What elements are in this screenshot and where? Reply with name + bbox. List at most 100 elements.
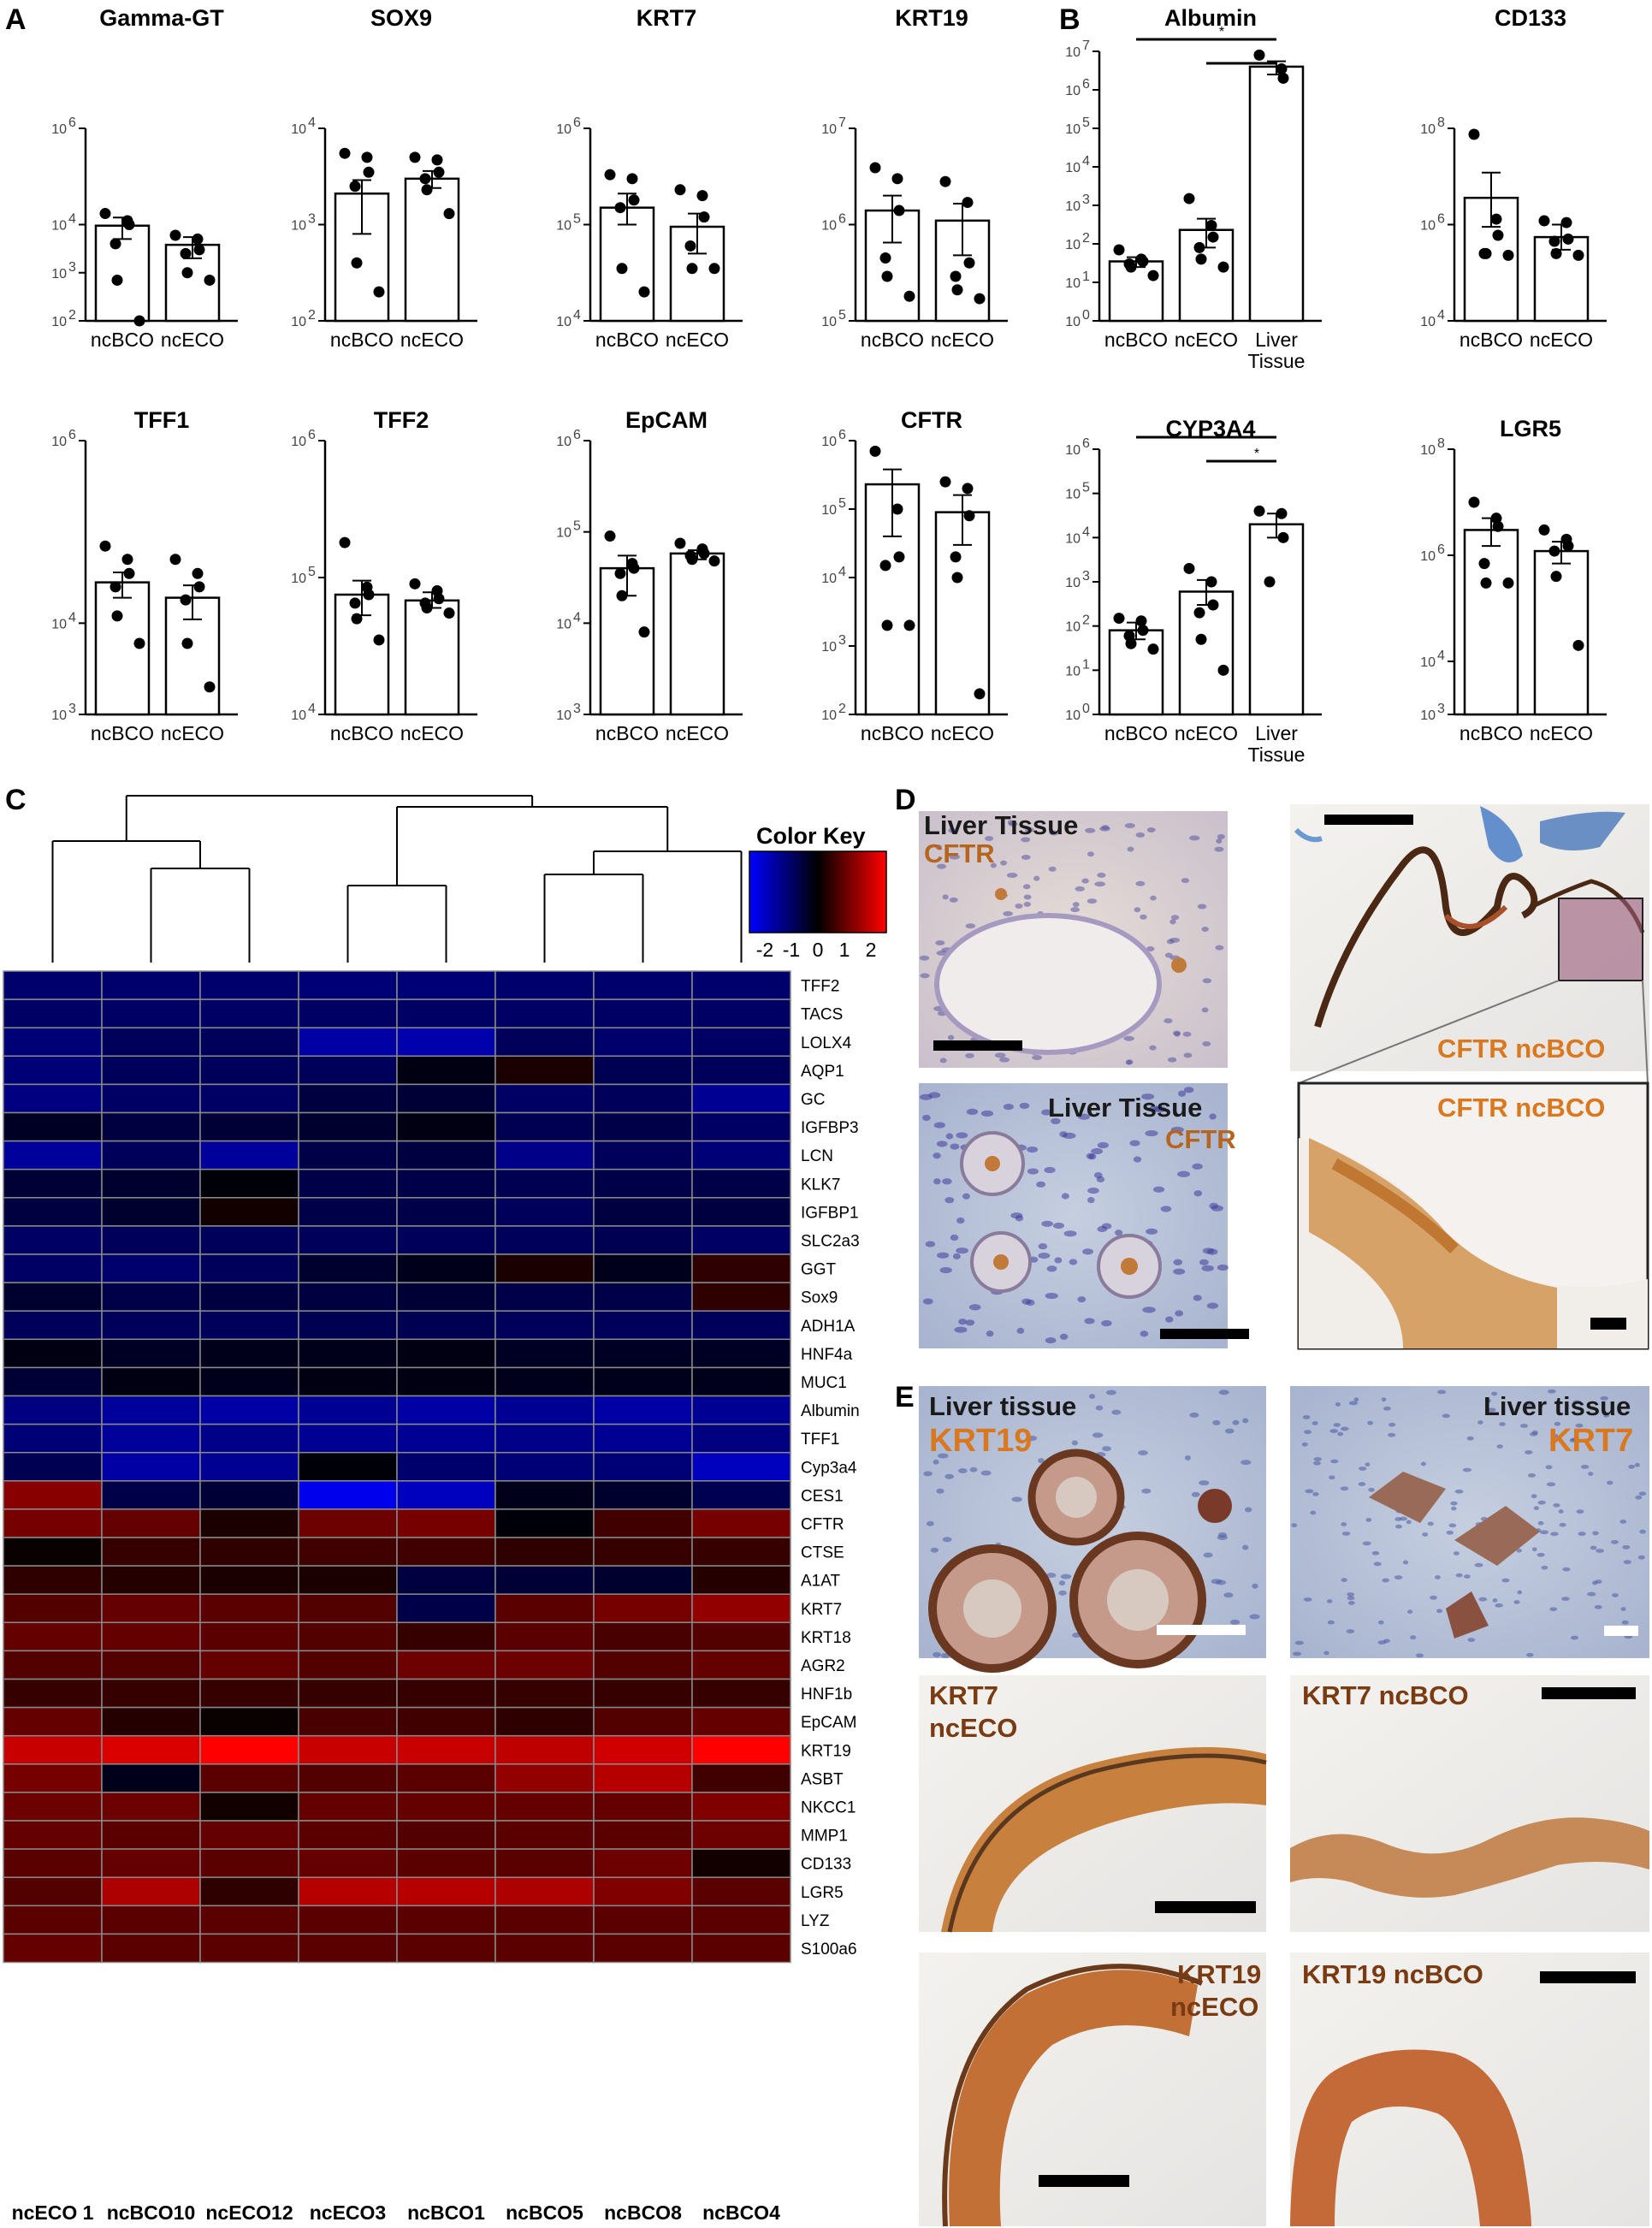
data-point (1490, 213, 1502, 225)
x-tick-label: ncECO (1175, 722, 1238, 744)
cell-nucleus (1216, 838, 1223, 844)
cell-nucleus (1229, 1619, 1240, 1625)
heatmap-row-label: TFF1 (801, 1431, 839, 1449)
cell-nucleus (1182, 1031, 1192, 1037)
cell-nucleus (1201, 926, 1209, 932)
y-tick-label: 10 (1065, 122, 1081, 137)
cell-nucleus (1099, 826, 1110, 832)
heatmap-row-label: TACS (801, 1006, 843, 1024)
x-tick-label: ncBCO (595, 329, 659, 351)
color-key-gradient-step (813, 851, 815, 933)
color-key-gradient-step (751, 851, 754, 933)
micrograph-label: KRT7 (1548, 1423, 1633, 1459)
heatmap-cell (396, 1706, 496, 1737)
cell-nucleus (1041, 1220, 1053, 1227)
heatmap-cell (396, 1282, 496, 1312)
cell-nucleus (1054, 1257, 1063, 1264)
heatmap-cell (593, 1055, 693, 1086)
cell-nucleus (1531, 1547, 1537, 1552)
cell-nucleus (926, 1520, 934, 1526)
cell-nucleus (969, 1467, 978, 1472)
chart-title: KRT19 (895, 5, 968, 31)
data-point (1480, 247, 1492, 259)
cell-nucleus (980, 1470, 992, 1476)
heatmap-cell (593, 1678, 693, 1709)
heatmap-cell (199, 1480, 299, 1510)
cell-nucleus (1094, 881, 1105, 887)
heatmap-cell (691, 1565, 791, 1595)
chart-title: Gamma-GT (99, 5, 224, 31)
y-tick-exponent: 3 (68, 260, 76, 275)
color-key-gradient-step (861, 851, 863, 933)
heatmap-cell (593, 1876, 693, 1907)
cell-nucleus (1173, 1268, 1186, 1275)
data-point (1548, 545, 1560, 557)
heatmap-cell (3, 1168, 103, 1199)
data-point (181, 267, 193, 279)
data-point (686, 554, 698, 566)
heatmap-column-label: ncBCO8 (604, 2201, 682, 2224)
color-key-gradient-step (785, 851, 788, 933)
heatmap-cell (101, 1848, 201, 1878)
cell-nucleus (949, 897, 958, 903)
data-point (133, 315, 145, 327)
heatmap-cell (199, 970, 299, 1000)
color-key-gradient-step (749, 851, 752, 933)
cell-nucleus (1242, 1418, 1249, 1424)
cell-nucleus (1312, 1491, 1319, 1496)
data-point (99, 540, 111, 552)
heatmap-cell (494, 1905, 595, 1935)
data-point (1195, 633, 1207, 645)
heatmap-cell (199, 1763, 299, 1793)
cell-nucleus (945, 1133, 954, 1140)
cell-nucleus (1333, 1423, 1341, 1427)
cell-nucleus (1092, 1432, 1104, 1438)
data-point (974, 688, 986, 700)
cell-nucleus (1462, 1467, 1472, 1472)
data-point (421, 601, 433, 613)
color-key-gradient-step (825, 851, 827, 933)
heatmap-cell (101, 1423, 201, 1454)
color-key-gradient-step (773, 851, 776, 933)
heatmap-cell (298, 1225, 398, 1255)
heatmap-cell (494, 1876, 595, 1907)
y-tick-exponent: 4 (1082, 154, 1090, 169)
data-point (1276, 63, 1288, 75)
heatmap-cell (593, 1565, 693, 1595)
cell-nucleus (1622, 1544, 1631, 1550)
cell-nucleus (1087, 1197, 1095, 1204)
y-tick-exponent: 3 (1082, 569, 1090, 584)
x-tick-label: ncECO (1175, 329, 1238, 351)
data-point (708, 555, 720, 567)
micrograph-label: ncECO (929, 1713, 1017, 1743)
expression-heatmap: TFF2 TACS LOLX4 AQP1 GC IGFBP3 LCN KLK7 IGFBP1 SL… (3, 970, 860, 2224)
heatmap-cell (494, 1792, 595, 1822)
color-key-title: Color Key (756, 823, 866, 849)
cell-nucleus (1214, 846, 1224, 852)
y-tick-label: 10 (1065, 238, 1081, 252)
cell-nucleus (1347, 1592, 1355, 1597)
heatmap-row-label: GC (801, 1091, 826, 1109)
cell-nucleus (1463, 1574, 1471, 1579)
cell-nucleus (1201, 1007, 1209, 1013)
heatmap-cell (101, 1905, 201, 1935)
cell-nucleus (1539, 1530, 1549, 1535)
micrograph-label: Liver Tissue (924, 810, 1078, 840)
heatmap-cell (298, 1253, 398, 1283)
data-point (1137, 625, 1149, 637)
data-point (1183, 193, 1195, 204)
data-point (363, 589, 375, 601)
micrograph-label: CFTR (924, 838, 995, 868)
heatmap-cell (3, 1820, 103, 1850)
cell-nucleus (986, 1330, 994, 1337)
heatmap-cell (396, 1225, 496, 1255)
heatmap-cell (494, 1933, 595, 1964)
heatmap-row-label: MUC1 (801, 1374, 847, 1392)
y-tick-exponent: 5 (1082, 481, 1090, 495)
heatmap-cell (199, 1593, 299, 1624)
data-point (1572, 249, 1584, 261)
y-tick-exponent: 4 (1082, 524, 1090, 539)
cell-nucleus (1085, 827, 1096, 833)
heatmap-row-label: IGFBP3 (801, 1119, 859, 1137)
heatmap-cell (691, 1451, 791, 1482)
